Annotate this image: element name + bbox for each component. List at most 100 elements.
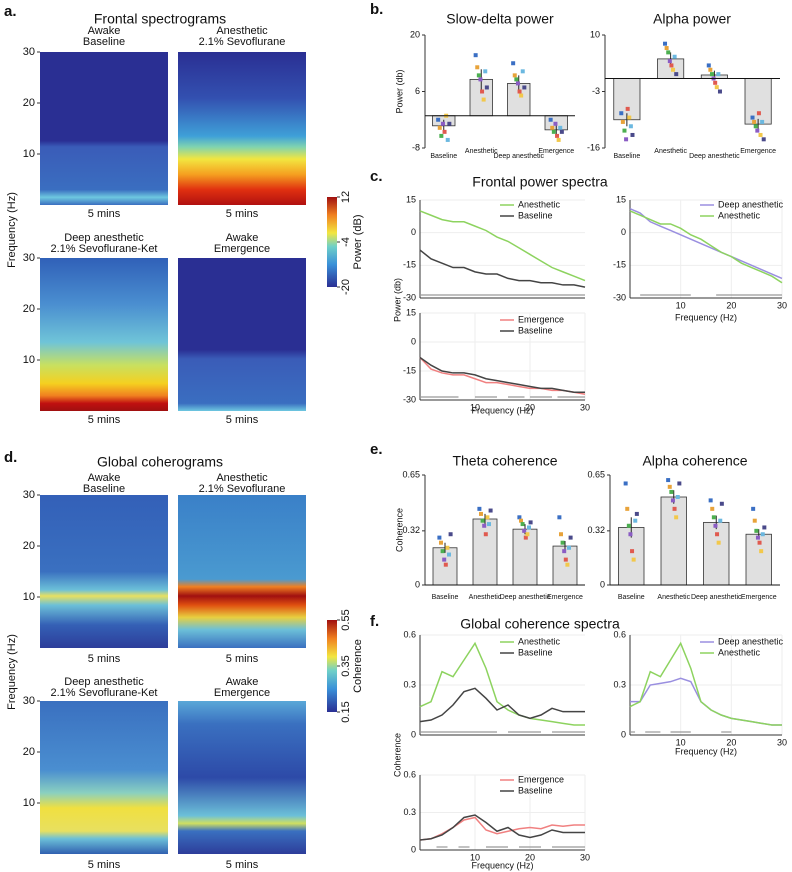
panel-title: Deep anesthetic: [64, 676, 144, 688]
colorbar-tick-label: 0.15: [340, 701, 352, 722]
data-point: [674, 515, 679, 520]
panel-title: Anesthetic: [216, 472, 268, 484]
series-line: [419, 356, 586, 395]
y-tick-label: 0.6: [403, 629, 416, 639]
data-point: [713, 80, 718, 85]
x-tick-label: Emergence: [741, 594, 777, 601]
x-tick-label: 20: [726, 737, 736, 747]
panel-title: 2.1% Sevoflurane-Ket: [50, 243, 157, 255]
panel-label: a.: [4, 3, 17, 20]
data-point: [706, 63, 711, 68]
panel-title: Anesthetic: [216, 25, 268, 37]
legend-label: Deep anesthetic: [718, 199, 784, 209]
y-tick-label: 0.3: [613, 679, 626, 689]
data-point: [555, 133, 560, 138]
x-tick-label: Anesthetic: [657, 594, 690, 601]
y-tick-label: -16: [587, 142, 600, 152]
panel-title: 2.1% Sevoflurane: [199, 483, 286, 495]
x-tick-label: Deep anesthetic: [500, 594, 551, 601]
data-point: [672, 506, 677, 511]
panel-title: Emergence: [214, 687, 270, 699]
y-axis-label: Power (db): [392, 278, 402, 322]
x-axis-label: 5 mins: [88, 653, 121, 665]
legend-label: Baseline: [518, 210, 553, 220]
data-point: [755, 128, 760, 133]
y-axis-label: Power (db): [394, 69, 404, 113]
data-point: [760, 119, 765, 124]
data-point: [478, 77, 483, 82]
data-point: [522, 85, 527, 90]
x-tick-label: 30: [777, 300, 787, 310]
data-point: [479, 511, 483, 516]
x-tick-label: 10: [470, 402, 480, 412]
data-point: [627, 115, 632, 120]
data-point: [488, 508, 493, 513]
y-tick-label: 0: [415, 579, 420, 589]
data-point: [485, 515, 490, 520]
data-point: [525, 532, 530, 537]
x-axis-label: 5 mins: [226, 414, 259, 426]
data-point: [559, 532, 563, 537]
data-point: [440, 121, 445, 126]
data-point: [672, 54, 677, 59]
y-axis-label: Coherence: [392, 733, 402, 777]
panel-label: f.: [370, 613, 379, 630]
chart-title: Frontal spectrograms: [94, 11, 226, 27]
x-axis-label: Frequency (Hz): [471, 405, 533, 415]
data-point: [630, 549, 635, 554]
x-tick-label: 20: [726, 300, 736, 310]
chart-title: Alpha power: [653, 11, 731, 27]
heatmap: [40, 52, 168, 205]
data-point: [447, 121, 452, 126]
data-point: [631, 557, 636, 562]
y-tick-label: 10: [23, 797, 35, 809]
x-tick-label: Deep anesthetic: [493, 153, 544, 160]
data-point: [476, 73, 481, 78]
data-point: [548, 117, 553, 122]
data-point: [480, 518, 485, 523]
heatmap: [178, 495, 306, 648]
data-point: [669, 489, 674, 494]
x-tick-label: 10: [470, 852, 480, 862]
data-point: [623, 481, 628, 486]
data-point: [520, 69, 525, 74]
x-tick-label: Emergence: [538, 148, 574, 155]
data-point: [482, 523, 487, 528]
data-point: [762, 525, 767, 530]
series-line: [629, 208, 783, 280]
data-point: [664, 46, 669, 51]
data-point: [715, 532, 720, 537]
data-point: [711, 515, 716, 520]
data-point: [563, 557, 568, 562]
legend-label: Baseline: [518, 325, 553, 335]
y-tick-label: -8: [412, 142, 420, 152]
panel-label: d.: [4, 449, 17, 466]
y-tick-label: 20: [410, 29, 420, 39]
y-tick-label: 15: [406, 194, 416, 204]
data-point: [557, 515, 562, 520]
data-point: [475, 65, 480, 70]
heatmap: [40, 258, 168, 411]
data-point: [666, 50, 671, 55]
x-tick-label: Baseline: [432, 594, 459, 601]
data-point: [677, 481, 682, 486]
data-point: [718, 518, 723, 523]
data-point: [481, 97, 486, 102]
legend-label: Anesthetic: [518, 636, 561, 646]
legend-label: Emergence: [518, 774, 564, 784]
series-line: [419, 641, 585, 726]
heatmap: [178, 258, 306, 411]
data-point: [667, 484, 672, 489]
data-point: [480, 89, 485, 94]
colorbar-tick-label: -20: [340, 279, 352, 295]
legend-label: Anesthetic: [718, 210, 761, 220]
data-point: [757, 540, 762, 545]
data-point: [633, 518, 638, 523]
data-point: [436, 117, 441, 122]
x-axis-label: Frequency (Hz): [675, 746, 737, 756]
y-tick-label: 0.32: [402, 525, 420, 535]
y-tick-label: -3: [592, 86, 600, 96]
x-axis-label: 5 mins: [226, 208, 259, 220]
data-point: [448, 532, 453, 537]
colorbar-tick-label: 12: [340, 191, 352, 203]
